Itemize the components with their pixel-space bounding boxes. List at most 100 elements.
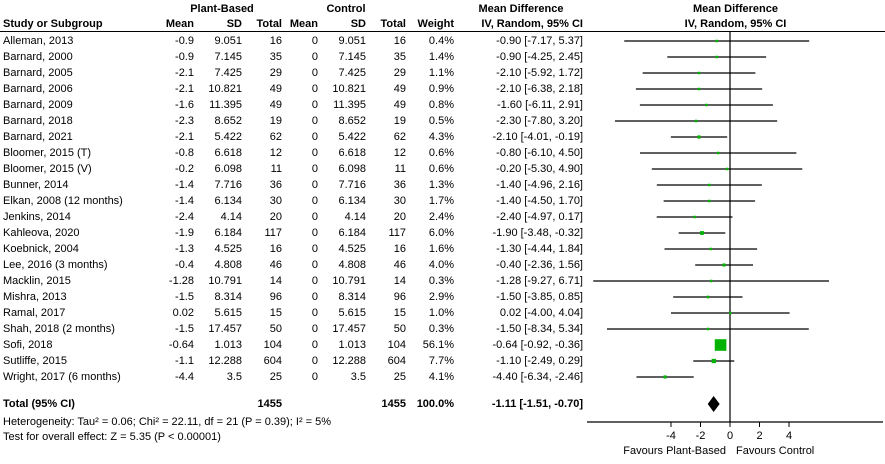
study-row: Macklin, 2015 -1.28 10.791 14 0 10.791 14 0.3% -… (0, 273, 586, 289)
tick-label: 4 (786, 430, 792, 442)
ctrl-total: 15 (393, 307, 406, 319)
ctrl-sd: 4.808 (338, 259, 366, 271)
favours-left-label: Favours Plant-Based (623, 445, 726, 457)
spacer (196, 396, 244, 412)
exp-total: 36 (269, 179, 282, 191)
ctrl-sd: 4.14 (344, 211, 366, 223)
study-rows: Alleman, 2013 -0.9 9.051 16 0 9.051 16 0.4% -0.9… (0, 33, 586, 385)
exp-sd: 8.314 (214, 291, 242, 303)
ctrl-sd: 6.184 (338, 227, 366, 239)
effect-square (663, 375, 667, 379)
exp-mean: -0.9 (175, 35, 194, 47)
tick-label: 0 (727, 430, 733, 442)
exp-sd: 5.615 (214, 307, 242, 319)
md-ci-text: -1.50 [-3.85, 0.85] (496, 291, 583, 303)
ctrl-mean: 0 (311, 115, 318, 127)
effect-square (694, 119, 698, 123)
exp-sd: 10.791 (208, 275, 242, 287)
study-name: Sofi, 2018 (3, 339, 53, 351)
md-ci-text: -1.30 [-4.44, 1.84] (496, 243, 583, 255)
spacer (320, 396, 368, 412)
ctrl-total: 117 (388, 227, 406, 239)
study-row: Shah, 2018 (2 months) -1.5 17.457 50 0 17.457… (0, 321, 586, 337)
effect-square (708, 183, 711, 187)
md-column-title: Mean Difference (478, 3, 564, 15)
ctrl-mean: 0 (311, 259, 318, 271)
study-name: Alleman, 2013 (3, 35, 74, 47)
ctrl-sd: 8.314 (338, 291, 366, 303)
study-row: Wright, 2017 (6 months) -4.4 3.5 25 0 3.5 25 4.… (0, 369, 586, 385)
plot-subtitle: IV, Random, 95% CI (684, 18, 787, 30)
exp-mean: -2.1 (175, 131, 194, 143)
study-row: Koebnick, 2004 -1.3 4.525 16 0 4.525 16 1.6% -1.… (0, 241, 586, 257)
ctrl-sd: 12.288 (332, 355, 366, 367)
exp-sd: 7.425 (214, 67, 242, 79)
weight: 2.9% (428, 291, 454, 303)
ctrl-sd: 7.425 (338, 67, 366, 79)
effect-square (711, 358, 716, 364)
ctrl-mean: 0 (311, 323, 318, 335)
md-ci-text: -2.10 [-4.01, -0.19] (492, 131, 584, 143)
exp-mean: -1.1 (175, 355, 194, 367)
heterogeneity-text: Heterogeneity: Tau² = 0.06; Chi² = 22.11… (3, 416, 332, 428)
study-row: Barnard, 2009 -1.6 11.395 49 0 11.395 49 0.8% -1… (0, 97, 586, 113)
ctrl-mean: 0 (311, 67, 318, 79)
study-row: Ramal, 2017 0.02 5.615 15 0 5.615 15 1.0% 0.02 [… (0, 305, 586, 321)
ctrl-sd: 1.013 (338, 339, 366, 351)
weight: 1.3% (428, 179, 454, 191)
study-name: Kahleova, 2020 (3, 227, 80, 239)
study-name: Barnard, 2005 (3, 67, 73, 79)
exp-total: 14 (269, 275, 282, 287)
study-row: Barnard, 2018 -2.3 8.652 19 0 8.652 19 0.5% -2.3… (0, 113, 586, 129)
exp-sd: 6.134 (214, 195, 242, 207)
ctrl-mean: 0 (311, 99, 318, 111)
ctrl-total: 14 (393, 275, 406, 287)
ctrl-sd-header: SD (350, 18, 366, 30)
exp-total: 11 (270, 163, 282, 175)
ctrl-mean-header: Mean (289, 18, 318, 30)
exp-sd: 5.422 (214, 131, 242, 143)
exp-total: 49 (269, 99, 282, 111)
ctrl-sd: 5.422 (338, 131, 366, 143)
ctrl-mean: 0 (311, 211, 318, 223)
exp-total: 12 (269, 147, 282, 159)
effect-square (722, 263, 726, 267)
ctrl-mean: 0 (311, 83, 318, 95)
exp-total: 29 (269, 67, 282, 79)
study-row: Kahleova, 2020 -1.9 6.184 117 0 6.184 117 6.0% -… (0, 225, 586, 241)
study-name: Mishra, 2013 (3, 291, 67, 303)
study-name: Barnard, 2006 (3, 83, 73, 95)
study-name: Shah, 2018 (2 months) (3, 323, 115, 335)
ctrl-mean: 0 (311, 35, 318, 47)
ctrl-sd: 6.618 (338, 147, 366, 159)
study-name: Lee, 2016 (3 months) (3, 259, 108, 271)
effect-square (697, 135, 701, 139)
study-row: Sutliffe, 2015 -1.1 12.288 604 0 12.288 604 7.7… (0, 353, 586, 369)
exp-sd: 8.652 (214, 115, 242, 127)
exp-mean: -2.1 (175, 67, 194, 79)
exp-total: 46 (269, 259, 282, 271)
effect-square (709, 247, 713, 251)
total-exp-n: 1455 (257, 398, 282, 410)
weight: 0.3% (428, 323, 454, 335)
header-separator-line (0, 31, 885, 32)
tick-label: 2 (756, 430, 762, 442)
exp-sd: 12.288 (208, 355, 242, 367)
weight: 2.4% (428, 211, 454, 223)
study-row: Barnard, 2006 -2.1 10.821 49 0 10.821 49 0.9% -2… (0, 81, 586, 97)
ctrl-total: 104 (387, 339, 406, 351)
exp-mean: -0.4 (175, 259, 194, 271)
ctrl-sd: 6.134 (338, 195, 366, 207)
study-row: Barnard, 2000 -0.9 7.145 35 0 7.145 35 1.4% -0.9… (0, 49, 586, 65)
ctrl-total: 20 (393, 211, 406, 223)
effect-square (715, 55, 718, 59)
exp-mean: -1.4 (175, 195, 194, 207)
ctrl-sd: 11.395 (333, 99, 366, 111)
weight: 7.7% (428, 355, 454, 367)
study-name: Bloomer, 2015 (V) (3, 163, 92, 175)
study-row: Elkan, 2008 (12 months) -1.4 6.134 30 0 6.134… (0, 193, 586, 209)
effect-square (708, 199, 711, 203)
effect-square (725, 167, 729, 171)
exp-sd: 7.716 (214, 179, 242, 191)
exp-total: 49 (269, 83, 282, 95)
